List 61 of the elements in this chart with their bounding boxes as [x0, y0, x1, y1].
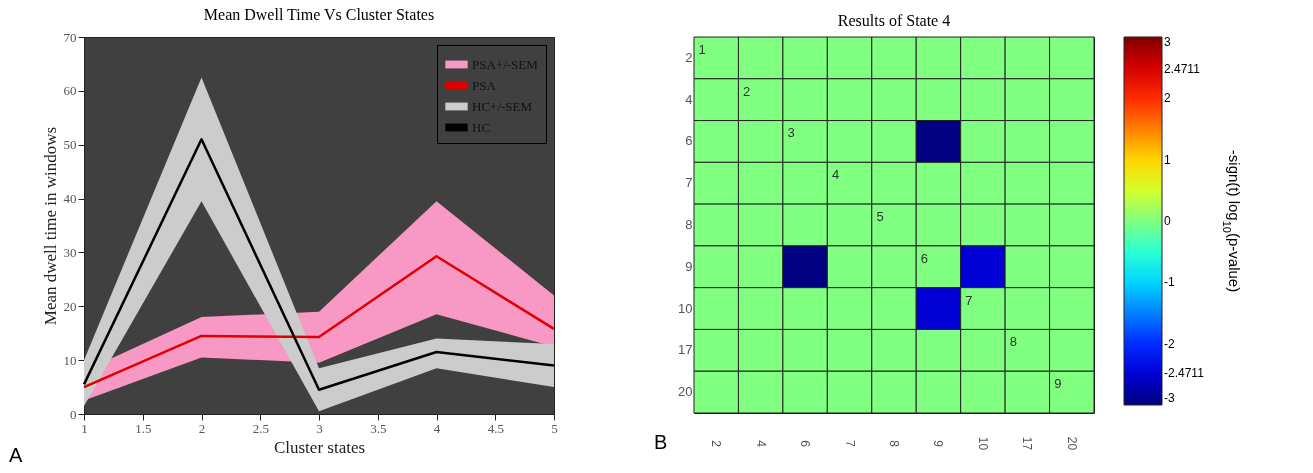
- color-bar-label: 2.4711: [1164, 62, 1201, 77]
- y-tick-label: 9: [685, 258, 693, 274]
- y-tick-label: 10: [678, 300, 693, 316]
- line-series: [82, 138, 556, 392]
- y-tick-label: 10: [63, 352, 77, 368]
- annotation: 7: [965, 292, 973, 308]
- color-bar-label: 2: [1164, 91, 1171, 106]
- x-tick-label: 4: [753, 440, 768, 448]
- y-tick-label: 6: [685, 133, 693, 149]
- y-tick-label: 4: [685, 91, 693, 107]
- y-tick-label: 30: [63, 244, 77, 260]
- x-axis-title: Cluster states: [273, 437, 366, 457]
- text: B: [654, 431, 668, 453]
- x-tick-label: 10: [975, 436, 990, 451]
- annotation: 5: [876, 209, 884, 224]
- annotation: 2: [743, 83, 751, 99]
- chart-title: Results of State 4: [837, 11, 951, 29]
- x-tick-label: 4: [433, 420, 441, 436]
- y-tick-label: 40: [63, 191, 77, 207]
- annotation: 3: [787, 125, 795, 141]
- y-tick-label: 50: [63, 137, 77, 153]
- text: A: [9, 444, 23, 466]
- x-tick-label: 2.5: [252, 420, 269, 436]
- y-tick-label: 20: [63, 298, 77, 314]
- x-tick-label: 7: [842, 440, 857, 448]
- chart-title: Mean Dwell Time Vs Cluster States: [203, 6, 435, 23]
- color-bar-label: 3: [1164, 35, 1171, 49]
- y-axis-title: Mean dwell time in windows: [40, 126, 60, 326]
- x-tick-label: 3: [316, 420, 323, 436]
- y-tick-label: 8: [685, 217, 693, 232]
- color-bar-label: 0: [1164, 214, 1171, 228]
- x-tick-label: 20: [1064, 436, 1079, 451]
- x-tick-label: 1: [81, 420, 88, 436]
- y-tick-label: 2: [685, 49, 693, 65]
- line-series: [82, 254, 556, 389]
- x-tick-label: 2: [709, 440, 724, 448]
- color-bar-label: -2: [1164, 336, 1175, 351]
- y-tick-label: 70: [63, 29, 77, 45]
- x-tick-label: 9: [931, 440, 946, 448]
- annotation: 9: [1054, 376, 1062, 392]
- annotation: 6: [920, 250, 929, 266]
- x-tick-label: 17: [1020, 436, 1035, 451]
- annotation: 4: [831, 167, 840, 183]
- y-tick-label: 17: [678, 342, 693, 358]
- color-bar-label: -1: [1164, 275, 1175, 290]
- annotation: 8: [1009, 334, 1017, 350]
- y-tick-label: 0: [70, 406, 77, 422]
- annotation: 1: [698, 41, 706, 57]
- x-tick-label: 2: [198, 420, 206, 436]
- x-tick-label: 6: [798, 440, 813, 448]
- color-bar-label: 1: [1164, 152, 1171, 167]
- x-tick-label: 4.5: [487, 420, 504, 436]
- y-tick-label: 60: [63, 83, 77, 99]
- x-tick-label: 1.5: [135, 420, 152, 436]
- x-tick-label: 3.5: [370, 420, 387, 436]
- x-tick-label: 5: [551, 420, 558, 436]
- y-tick-label: 7: [685, 175, 693, 191]
- color-bar-label: -2.4711: [1164, 365, 1205, 380]
- color-bar-label: -3: [1164, 391, 1175, 405]
- x-tick-label: 8: [887, 440, 901, 448]
- y-tick-label: 20: [678, 384, 693, 400]
